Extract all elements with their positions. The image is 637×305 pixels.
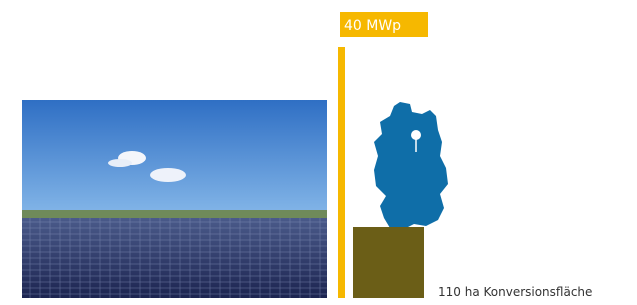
area-square — [353, 227, 424, 298]
badge-label: 40 MWp — [344, 18, 401, 34]
page: 40 MWp 110 ha Konversionsfläche (() => {… — [0, 0, 637, 305]
photo — [22, 100, 327, 298]
infographic: 40 MWp 110 ha Konversionsfläche — [0, 0, 637, 305]
caption: 110 ha Konversionsfläche — [438, 285, 592, 299]
vertical-bar — [338, 47, 345, 298]
germany-map — [374, 102, 448, 230]
